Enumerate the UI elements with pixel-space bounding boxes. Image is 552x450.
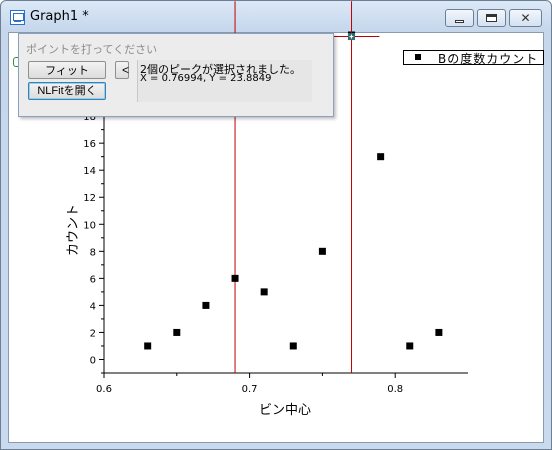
y-tick-label: 8 (90, 247, 96, 258)
y-tick-label: 16 (83, 139, 96, 150)
y-tick-label: 12 (83, 193, 96, 204)
data-point[interactable] (173, 328, 181, 336)
data-point[interactable] (435, 328, 443, 336)
layer-indicator-icon[interactable] (13, 57, 18, 67)
legend[interactable]: Bの度数カウント (403, 50, 544, 66)
maximize-button[interactable] (477, 9, 506, 27)
x-tick-label: 0.8 (387, 384, 403, 395)
data-point[interactable] (144, 342, 152, 350)
popup-title: ポイントを打ってください (26, 43, 158, 56)
y-tick-label: 10 (83, 220, 96, 231)
y-tick-label: 4 (90, 301, 96, 312)
y-tick-label: 18 (83, 112, 96, 123)
window-title: Graph1 * (30, 9, 89, 24)
y-axis-label: カウント (66, 204, 81, 256)
data-point[interactable] (231, 274, 239, 282)
title-bar[interactable]: Graph1 * ✕ (1, 1, 551, 33)
y-tick-label: 2 (90, 328, 96, 339)
fit-button[interactable]: フィット (28, 61, 106, 79)
x-axis-label: ビン中心 (259, 403, 311, 418)
selection-message: 2個のピークが選択されました。 (140, 63, 301, 76)
data-point[interactable] (377, 153, 385, 161)
graph-window-icon[interactable] (10, 10, 25, 25)
y-tick-label: 0 (90, 355, 96, 366)
x-tick-label: 0.6 (96, 384, 112, 395)
data-point[interactable] (406, 342, 414, 350)
cursor-coordinates: X = 0.76994, Y = 23.8849 (140, 73, 272, 84)
x-tick-label: 0.7 (242, 384, 258, 395)
y-tick-label: 14 (83, 166, 96, 177)
selection-info-panel: 2個のピークが選択されました。 X = 0.76994, Y = 23.8849 (137, 60, 312, 102)
collapse-button[interactable]: < (115, 61, 129, 79)
peak-picking-popup: ポイントを打ってください フィット NLFitを開く < 2個のピークが選択され… (18, 33, 334, 117)
data-point[interactable] (202, 301, 210, 309)
y-tick-label: 6 (90, 274, 96, 285)
legend-label: Bの度数カウント (438, 52, 539, 66)
legend-square-marker (415, 54, 421, 60)
data-point[interactable] (260, 288, 268, 296)
open-nlfit-button[interactable]: NLFitを開く (28, 82, 106, 100)
close-button[interactable]: ✕ (509, 9, 542, 27)
data-point[interactable] (289, 342, 297, 350)
data-point[interactable] (318, 247, 326, 255)
minimize-button[interactable] (445, 9, 474, 27)
